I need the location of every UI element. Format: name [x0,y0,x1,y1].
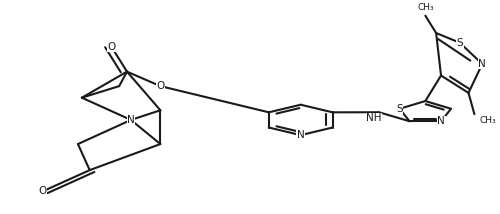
Text: CH₃: CH₃ [417,3,434,12]
Text: N: N [478,59,486,69]
Text: O: O [156,81,164,91]
Text: CH₃: CH₃ [480,116,496,125]
Text: O: O [107,42,116,52]
Text: N: N [297,130,304,140]
Text: S: S [456,38,463,48]
Text: N: N [438,116,445,126]
Text: NH: NH [366,113,382,123]
Text: N: N [127,115,135,125]
Text: S: S [396,104,403,114]
Text: O: O [38,186,46,196]
